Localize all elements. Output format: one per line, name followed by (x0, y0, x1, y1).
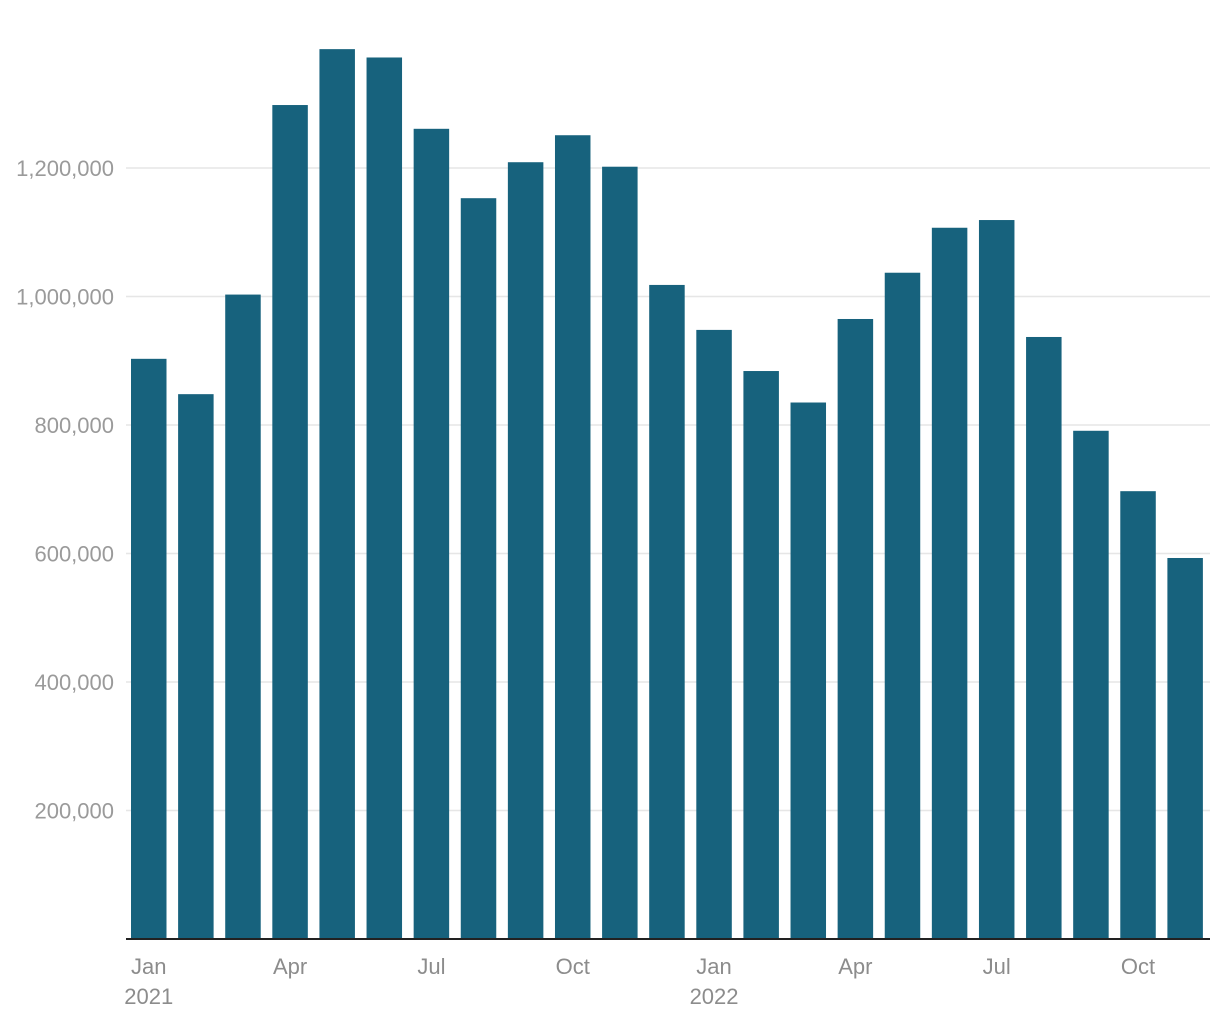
x-tick-label: Jan (131, 954, 166, 979)
bar-2021-03 (225, 294, 261, 939)
x-tick-label: Jan (696, 954, 731, 979)
y-tick-label: 600,000 (34, 542, 114, 567)
bar-2021-07 (413, 128, 450, 939)
bars (131, 49, 1203, 940)
bar-2022-05 (884, 272, 921, 939)
y-tick-label: 1,200,000 (16, 156, 114, 181)
bar-2021-04 (272, 105, 308, 939)
x-tick-label: Oct (556, 954, 590, 979)
bar-2022-11 (1167, 557, 1203, 939)
bar-2021-05 (319, 49, 355, 939)
bar-2022-08 (1026, 336, 1062, 939)
y-tick-label: 1,000,000 (16, 285, 114, 310)
x-axis-tick-labels: Jan 2021 Apr Jul Oct Jan 2022 Apr Jul Oct (124, 954, 1155, 1009)
x-tick-label: Apr (838, 954, 872, 979)
y-tick-label: 800,000 (34, 413, 114, 438)
x-tick-year-label: 2022 (690, 984, 739, 1009)
bar-2022-03 (790, 402, 827, 939)
bar-2022-09 (1073, 430, 1109, 939)
y-axis-tick-labels: 200,000 400,000 600,000 800,000 1,000,000 1,2… (16, 156, 114, 824)
bar-2022-06 (931, 227, 968, 939)
y-tick-label: 200,000 (34, 799, 114, 824)
x-tick-label: Jul (983, 954, 1011, 979)
y-tick-label: 400,000 (34, 670, 114, 695)
bar-2022-04 (837, 318, 874, 939)
bar-2021-11 (602, 166, 638, 940)
bar-2021-06 (366, 57, 403, 940)
bar-2021-09 (507, 162, 544, 939)
bar-2021-01 (131, 358, 167, 939)
bar-2021-10 (554, 135, 591, 940)
x-tick-label: Oct (1121, 954, 1155, 979)
bar-2022-02 (743, 371, 779, 939)
bar-2022-01 (696, 329, 732, 939)
x-tick-year-label: 2021 (124, 984, 173, 1009)
bar-2021-08 (460, 198, 497, 939)
x-tick-label: Apr (273, 954, 307, 979)
bar-2022-10 (1120, 491, 1156, 939)
bar-2021-02 (178, 394, 214, 939)
bar-2021-12 (649, 284, 685, 939)
x-tick-label: Jul (417, 954, 445, 979)
bar-2022-07 (978, 220, 1015, 940)
